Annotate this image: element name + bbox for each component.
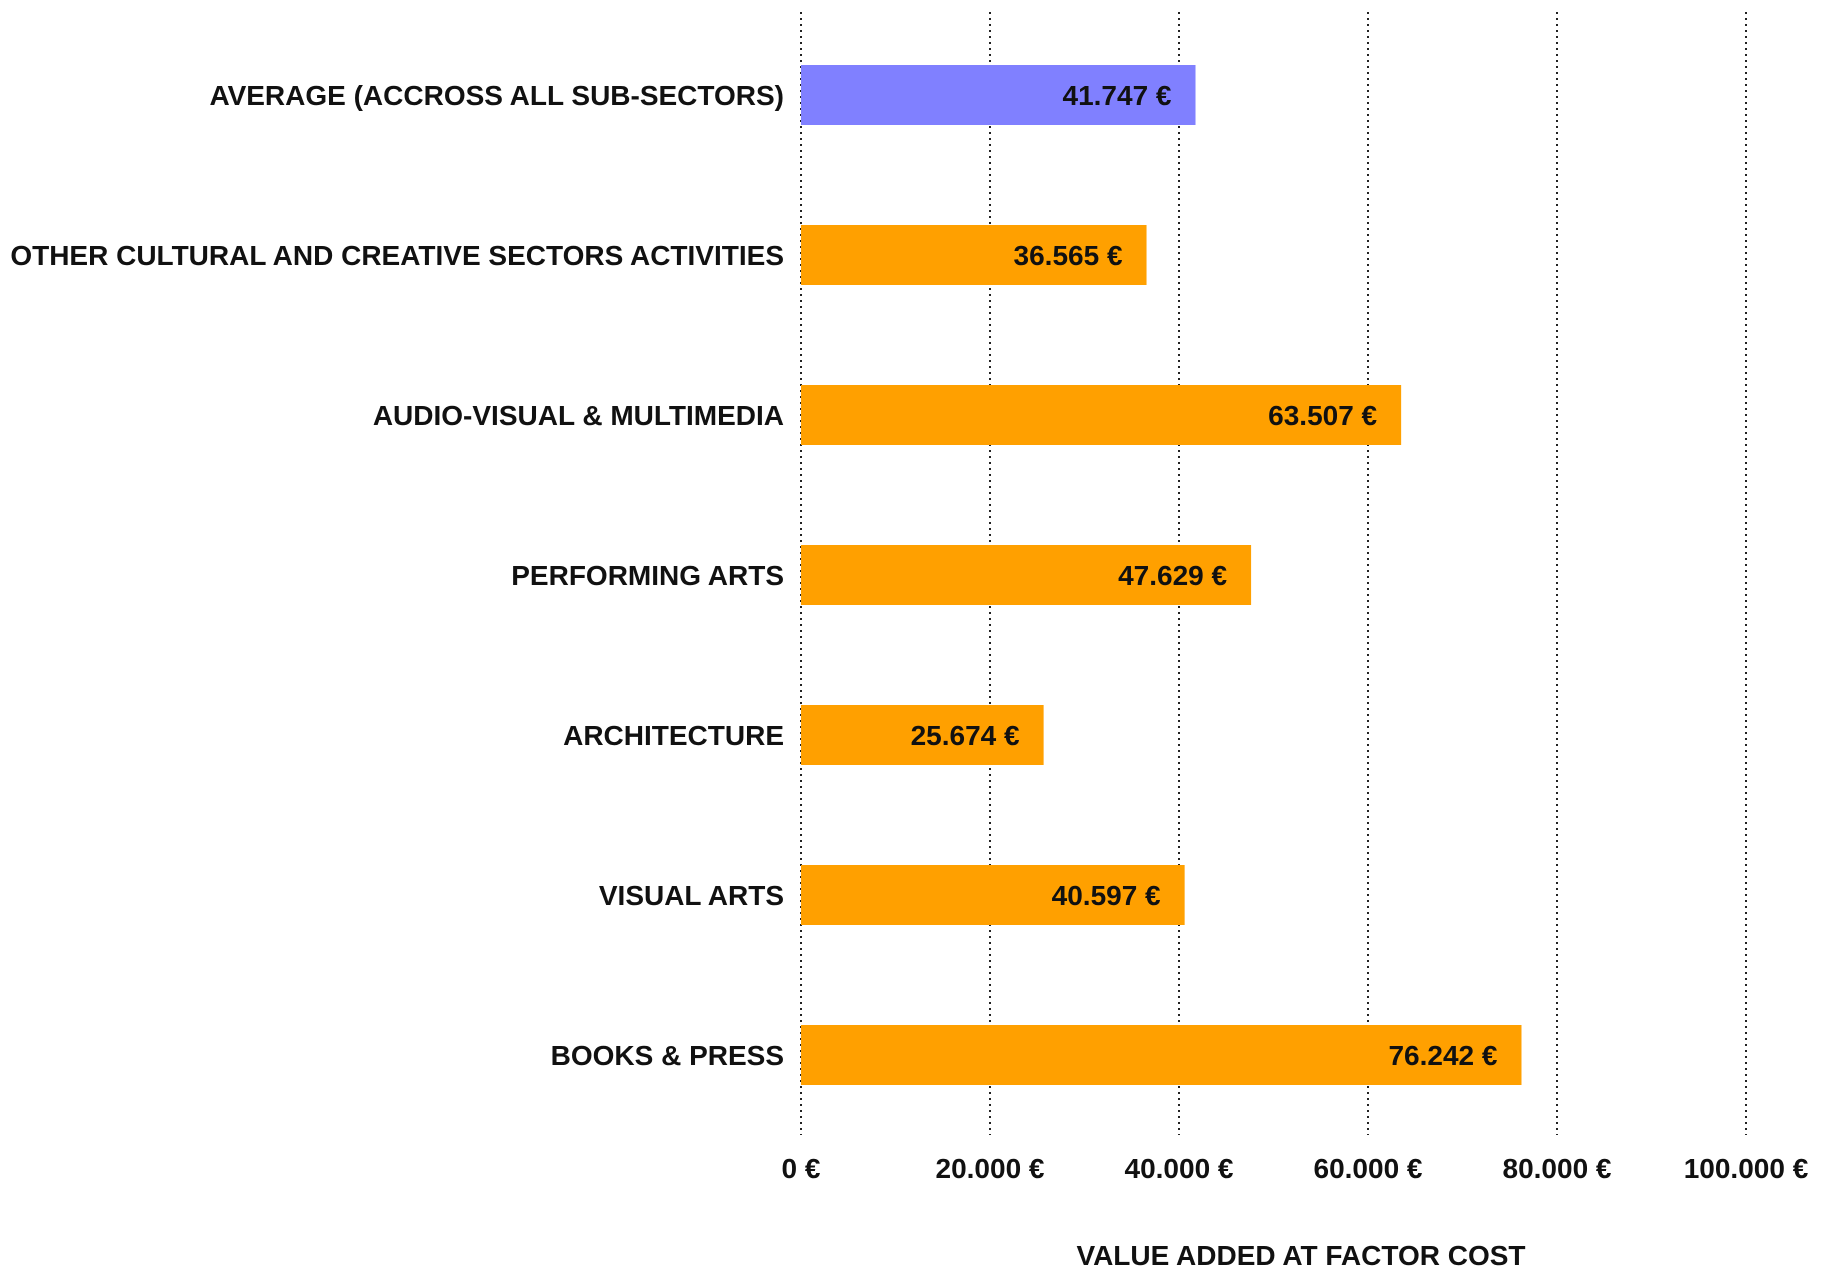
data-label: 47.629 € [1118,560,1227,591]
bar [801,385,1402,445]
average-bar [801,65,1196,125]
bar [801,705,1044,765]
category-label: VISUAL ARTS [599,880,784,911]
category-label: AUDIO-VISUAL & MULTIMEDIA [373,400,784,431]
x-tick-label: 40.000 € [1125,1153,1234,1184]
category-labels: AVERAGE (ACCROSS ALL SUB-SECTORS) OTHER C… [10,80,784,1071]
x-tick-label: 60.000 € [1314,1153,1423,1184]
bar [801,545,1252,605]
data-label: 76.242 € [1388,1040,1497,1071]
bar [801,225,1147,285]
x-tick-label: 20.000 € [936,1153,1045,1184]
category-label: ARCHITECTURE [563,720,784,751]
x-axis-title: VALUE ADDED AT FACTOR COST [1076,1240,1525,1267]
data-label: 41.747 € [1063,80,1172,111]
gridlines [800,12,1747,1135]
data-label: 63.507 € [1268,400,1377,431]
x-tick-label: 0 € [782,1153,821,1184]
data-label: 40.597 € [1052,880,1161,911]
bars [801,65,1522,1085]
bar [801,1025,1522,1085]
x-tick-label: 100.000 € [1684,1153,1809,1184]
bar [801,865,1185,925]
x-tick-labels: 0 € 20.000 € 40.000 € 60.000 € 80.000 € 100.0… [782,1153,1809,1184]
category-label: PERFORMING ARTS [511,560,784,591]
data-label: 36.565 € [1014,240,1123,271]
category-label: AVERAGE (ACCROSS ALL SUB-SECTORS) [209,80,784,111]
category-label: BOOKS & PRESS [551,1040,784,1071]
data-label: 25.674 € [911,720,1020,751]
value-labels: 41.747 € 36.565 € 63.507 € 47.629 € 25.674 €… [911,80,1498,1071]
category-label: OTHER CULTURAL AND CREATIVE SECTORS ACTI… [10,240,784,271]
x-tick-label: 80.000 € [1503,1153,1612,1184]
